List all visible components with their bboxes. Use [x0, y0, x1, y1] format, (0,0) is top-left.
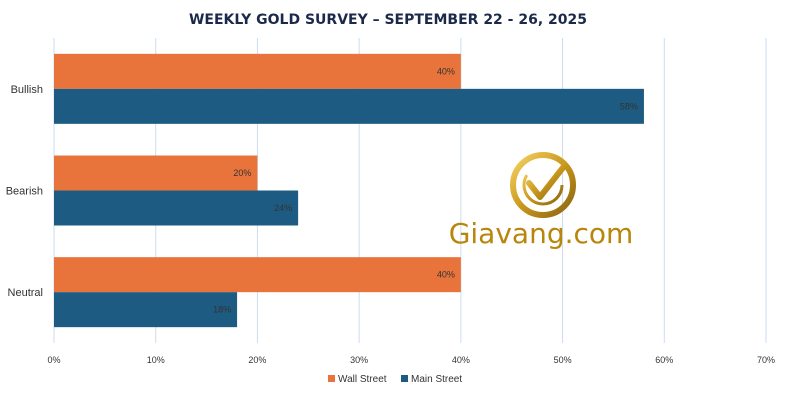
x-tick-label: 30%	[350, 355, 368, 365]
chart-title: WEEKLY GOLD SURVEY – SEPTEMBER 22 - 26, …	[189, 12, 587, 28]
legend-swatch	[401, 375, 408, 382]
bar	[54, 53, 461, 89]
labels-layer: Bullish 40% 58% Bearish 20% 24% Neutral 40% 18%	[6, 66, 638, 314]
data-label: 20%	[233, 168, 251, 178]
watermark-text: Giavang.com	[449, 217, 634, 250]
bar	[54, 155, 258, 191]
bar	[54, 292, 238, 328]
category-label: Neutral	[8, 287, 43, 299]
data-label: 58%	[620, 101, 638, 111]
bar	[54, 190, 299, 226]
x-tick-label: 20%	[248, 355, 266, 365]
watermark: Giavang.com	[449, 152, 634, 250]
bars-layer	[54, 53, 644, 328]
category-label: Bearish	[6, 186, 43, 198]
bar	[54, 88, 644, 124]
x-tick-label: 10%	[147, 355, 165, 365]
x-tick-label: 40%	[452, 355, 470, 365]
data-label: 40%	[437, 66, 455, 76]
gold-check-logo-icon	[510, 152, 576, 218]
legend: Wall Street Main Street	[328, 374, 462, 385]
legend-label: Wall Street	[338, 374, 387, 385]
x-tick-label: 50%	[554, 355, 572, 365]
legend-label: Main Street	[411, 374, 462, 385]
x-tick-label: 70%	[757, 355, 775, 365]
legend-swatch	[328, 375, 335, 382]
data-label: 18%	[213, 305, 231, 315]
category-label: Bullish	[11, 84, 43, 96]
x-tick-label: 0%	[47, 355, 60, 365]
bar	[54, 257, 461, 293]
data-label: 40%	[437, 270, 455, 280]
x-axis: 0% 10% 20% 30% 40% 50% 60% 70%	[47, 355, 775, 365]
data-label: 24%	[274, 203, 292, 213]
x-tick-label: 60%	[655, 355, 673, 365]
